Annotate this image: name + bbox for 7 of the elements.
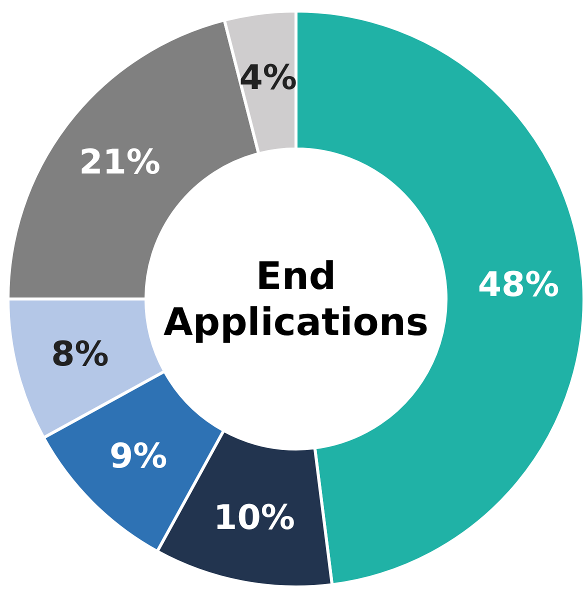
data-label: 10% (214, 498, 295, 538)
data-label: 9% (109, 436, 168, 477)
data-label: 8% (51, 334, 109, 374)
data-label: 4% (239, 58, 297, 98)
data-label: 48% (478, 265, 560, 305)
data-label: 21% (79, 142, 160, 182)
text: End Applications (164, 254, 428, 344)
